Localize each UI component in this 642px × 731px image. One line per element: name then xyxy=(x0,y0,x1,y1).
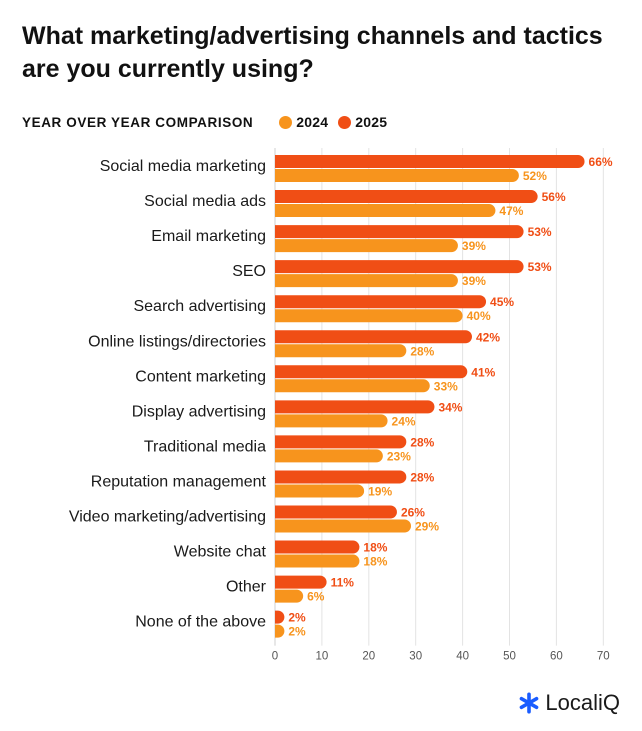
legend: YEAR OVER YEAR COMPARISON 2024 2025 xyxy=(22,112,397,132)
bar-2024 xyxy=(275,449,383,463)
bar-2025 xyxy=(275,365,468,379)
category-label: SEO xyxy=(232,263,266,280)
bar-2024 xyxy=(275,554,360,568)
category-label: Website chat xyxy=(174,544,267,561)
category-label: Video marketing/advertising xyxy=(69,509,266,526)
category-label: Display advertising xyxy=(132,403,266,420)
bar-2025 xyxy=(275,540,360,554)
bar-2024 xyxy=(275,589,304,603)
bar-2025 xyxy=(275,470,407,484)
legend-swatch-2025 xyxy=(338,115,352,129)
x-tick-label: 30 xyxy=(409,651,422,663)
data-label-2024: 39% xyxy=(462,239,486,253)
bar-2025 xyxy=(275,155,585,168)
bar-2025 xyxy=(275,610,285,624)
data-label-2025: 28% xyxy=(410,435,434,449)
bar-2025 xyxy=(275,400,435,414)
data-label-2024: 39% xyxy=(462,274,486,288)
data-label-2024: 33% xyxy=(434,379,458,393)
category-label: Social media ads xyxy=(144,193,266,210)
x-tick-label: 20 xyxy=(362,651,375,663)
bar-2025 xyxy=(275,435,407,449)
bar-2025 xyxy=(275,295,487,309)
bar-2024 xyxy=(275,169,519,182)
bar-2025 xyxy=(275,260,524,274)
data-label-2025: 18% xyxy=(363,541,387,555)
bar-2024 xyxy=(275,414,388,428)
category-label: Other xyxy=(226,579,267,596)
data-label-2024: 28% xyxy=(410,344,434,358)
bar-2025 xyxy=(275,330,472,344)
logo-text: LocaliQ xyxy=(545,690,620,715)
data-label-2024: 24% xyxy=(392,414,416,428)
data-label-2024: 19% xyxy=(368,484,392,498)
category-label: Search advertising xyxy=(133,298,266,315)
category-label: None of the above xyxy=(135,614,266,631)
data-label-2025: 11% xyxy=(331,576,355,590)
data-label-2024: 23% xyxy=(387,449,411,463)
data-label-2025: 66% xyxy=(589,155,613,169)
data-label-2024: 6% xyxy=(307,590,325,604)
bar-2024 xyxy=(275,484,365,498)
legend-item-2025: 2025 xyxy=(338,114,387,130)
category-label: Reputation management xyxy=(91,473,267,490)
category-label: Traditional media xyxy=(144,438,266,455)
category-label: Content marketing xyxy=(135,368,266,385)
bar-2024 xyxy=(275,624,285,638)
bar-2024 xyxy=(275,309,463,323)
bar-2024 xyxy=(275,519,412,533)
chart-title: What marketing/advertising channels and … xyxy=(22,22,603,83)
bar-2024 xyxy=(275,344,407,358)
x-tick-label: 0 xyxy=(272,651,278,663)
x-tick-label: 10 xyxy=(316,651,329,663)
bar-2025 xyxy=(275,575,327,589)
bar-chart: 0 10 20 30 40 50 60 70 Social media marketing 66%… xyxy=(69,148,613,663)
bar-2025 xyxy=(275,190,538,204)
data-label-2024: 47% xyxy=(499,204,523,218)
chart-subtitle: YEAR OVER YEAR COMPARISON xyxy=(22,114,254,130)
data-label-2025: 28% xyxy=(410,470,434,484)
data-label-2025: 42% xyxy=(476,330,500,344)
asterisk-icon xyxy=(520,692,539,714)
bar-2025 xyxy=(275,505,397,519)
data-label-2024: 2% xyxy=(288,625,306,639)
category-label: Email marketing xyxy=(151,228,266,245)
data-label-2025: 45% xyxy=(490,295,514,309)
category-label: Online listings/directories xyxy=(88,333,266,350)
bar-2024 xyxy=(275,274,458,288)
x-tick-label: 50 xyxy=(503,651,516,663)
x-tick-label: 60 xyxy=(550,651,563,663)
category-label: Social media marketing xyxy=(100,158,266,175)
bar-2024 xyxy=(275,204,496,218)
data-label-2024: 18% xyxy=(363,555,387,569)
data-label-2025: 26% xyxy=(401,506,425,520)
x-tick-label: 40 xyxy=(456,651,469,663)
data-label-2025: 34% xyxy=(438,400,462,414)
data-label-2025: 53% xyxy=(528,260,552,274)
legend-label-2025: 2025 xyxy=(355,114,388,130)
data-label-2025: 41% xyxy=(471,365,495,379)
bar-2025 xyxy=(275,225,524,239)
bar-2024 xyxy=(275,379,430,393)
data-label-2024: 29% xyxy=(415,520,439,534)
data-label-2025: 53% xyxy=(528,225,552,239)
legend-label-2024: 2024 xyxy=(296,114,329,130)
bar-2024 xyxy=(275,239,458,253)
data-label-2024: 40% xyxy=(467,309,491,323)
legend-swatch-2024 xyxy=(279,115,293,129)
brand-logo: LocaliQ xyxy=(518,690,620,716)
data-label-2025: 2% xyxy=(288,611,306,625)
data-label-2024: 52% xyxy=(523,169,547,183)
x-tick-label: 70 xyxy=(597,651,610,663)
legend-item-2024: 2024 xyxy=(279,114,328,130)
data-label-2025: 56% xyxy=(542,190,566,204)
